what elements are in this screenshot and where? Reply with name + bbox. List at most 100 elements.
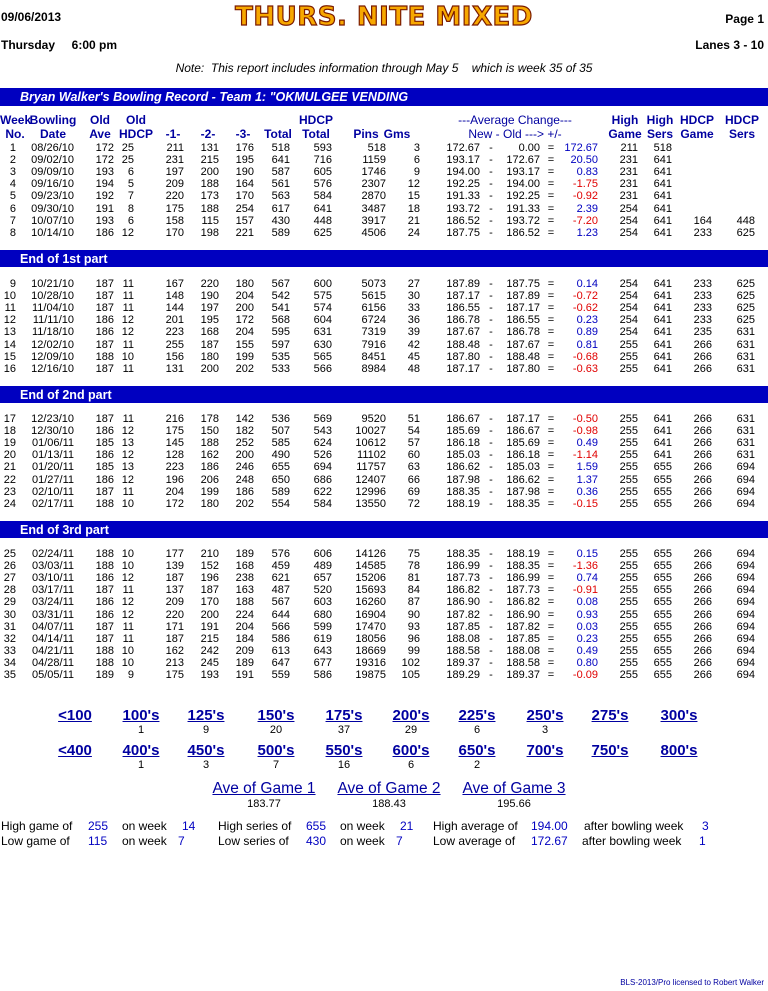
old-ave: 185 — [95, 437, 114, 449]
total: 644 — [271, 609, 290, 621]
old-hdcp: 11 — [122, 290, 134, 302]
high-game: 255 — [619, 657, 638, 669]
hdcp-game: 266 — [693, 596, 712, 608]
pins: 14126 — [355, 548, 386, 560]
equals: = — [547, 290, 555, 302]
hdcp-total: 599 — [313, 621, 332, 633]
series-histogram-bin-count: 7 — [272, 759, 280, 771]
old-ave: 194 — [95, 178, 114, 190]
week-no: 14 — [3, 339, 16, 351]
series-histogram-bin: 650's 2 — [447, 742, 507, 772]
old-hdcp: 10 — [121, 351, 134, 363]
low-game-label: Low game of — [1, 834, 70, 848]
game-1: 170 — [165, 227, 184, 239]
old-hdcp: 12 — [121, 474, 134, 486]
hdcp-game: 266 — [693, 584, 712, 596]
equals: = — [547, 154, 555, 166]
game-1: 175 — [165, 669, 184, 681]
game-2: 187 — [200, 339, 219, 351]
games: 72 — [407, 498, 420, 510]
game-1: 223 — [165, 461, 184, 473]
new-average: 186.18 — [446, 437, 480, 449]
equals: = — [547, 166, 555, 178]
low-series-week-label: on week — [340, 834, 385, 848]
game-3: 204 — [235, 290, 254, 302]
old-average: 187.89 — [506, 290, 540, 302]
games: 6 — [413, 154, 420, 166]
equals: = — [547, 278, 555, 290]
dash: - — [489, 178, 493, 190]
high-avg-week: 3 — [702, 819, 709, 833]
new-average: 194.00 — [446, 166, 480, 178]
hdcp-game: 164 — [693, 215, 712, 227]
new-average: 185.03 — [446, 449, 480, 461]
game-1: 220 — [165, 609, 184, 621]
table-row: 26 03/03/11 188 10 139 152 168 459 489 14585 78 186… — [0, 561, 768, 572]
total: 490 — [271, 449, 290, 461]
hdcp-total: 584 — [313, 190, 332, 202]
series-histogram-bin-count: 3 — [202, 759, 210, 771]
game-2: 195 — [200, 314, 219, 326]
col-week: Week No. — [0, 113, 32, 141]
game-3: 142 — [235, 413, 254, 425]
old-ave: 188 — [95, 548, 114, 560]
game-3: 252 — [235, 437, 254, 449]
avg-change: 172.67 — [564, 142, 598, 154]
week-no: 18 — [3, 425, 16, 437]
hdcp-total: 603 — [313, 596, 332, 608]
games: 33 — [407, 302, 420, 314]
new-average: 186.52 — [446, 215, 480, 227]
game-2: 162 — [200, 449, 219, 461]
equals: = — [547, 548, 555, 560]
hdcp-game: 266 — [693, 609, 712, 621]
equals: = — [547, 449, 555, 461]
hdcp-total: 520 — [313, 584, 332, 596]
game-histogram-bin: 125's 9 — [176, 707, 236, 737]
old-ave: 185 — [95, 461, 114, 473]
avg-change: 0.74 — [576, 572, 598, 584]
game-3: 157 — [235, 215, 254, 227]
high-series: 641 — [653, 339, 672, 351]
old-hdcp: 11 — [122, 363, 134, 375]
game-3: 246 — [235, 461, 254, 473]
game-2: 206 — [200, 474, 219, 486]
game-histogram-bin-label: 125's — [187, 707, 225, 724]
low-avg-after-label: after bowling week — [582, 834, 682, 848]
old-ave: 186 — [95, 227, 114, 239]
game-2: 210 — [200, 548, 219, 560]
total: 536 — [271, 413, 290, 425]
old-ave: 172 — [95, 142, 114, 154]
new-average: 186.99 — [446, 560, 480, 572]
game-2: 187 — [200, 584, 219, 596]
hdcp-game: 266 — [693, 474, 712, 486]
game-histogram-bin: 100's 1 — [111, 707, 171, 737]
games: 102 — [401, 657, 420, 669]
col-high-sers: High Sers — [646, 113, 674, 141]
game-3: 180 — [235, 278, 254, 290]
old-hdcp: 11 — [122, 339, 134, 351]
table-row: 34 04/28/11 188 10 213 245 189 647 677 19316 102 18… — [0, 658, 768, 669]
week-no: 9 — [9, 278, 16, 290]
bowling-date: 05/05/11 — [31, 669, 74, 681]
avg-change: 20.50 — [570, 154, 598, 166]
avg-change: -0.63 — [572, 363, 598, 375]
high-series: 641 — [653, 178, 672, 190]
hdcp-total: 631 — [313, 326, 332, 338]
game-2: 186 — [200, 461, 219, 473]
old-ave: 193 — [95, 215, 114, 227]
high-series: 641 — [653, 215, 672, 227]
high-game: 255 — [619, 486, 638, 498]
bowling-date: 10/14/10 — [31, 227, 74, 239]
old-average: 185.03 — [506, 461, 540, 473]
bowling-date: 01/13/11 — [31, 449, 74, 461]
high-series: 655 — [653, 486, 672, 498]
dash: - — [489, 584, 493, 596]
week-no: 32 — [3, 633, 16, 645]
equals: = — [547, 339, 555, 351]
game-2: 115 — [201, 215, 219, 227]
bowling-date: 01/27/11 — [31, 474, 74, 486]
new-average: 189.29 — [446, 669, 480, 681]
hdcp-game: 266 — [693, 621, 712, 633]
game-3: 163 — [235, 584, 254, 596]
high-game-value: 255 — [88, 819, 109, 833]
